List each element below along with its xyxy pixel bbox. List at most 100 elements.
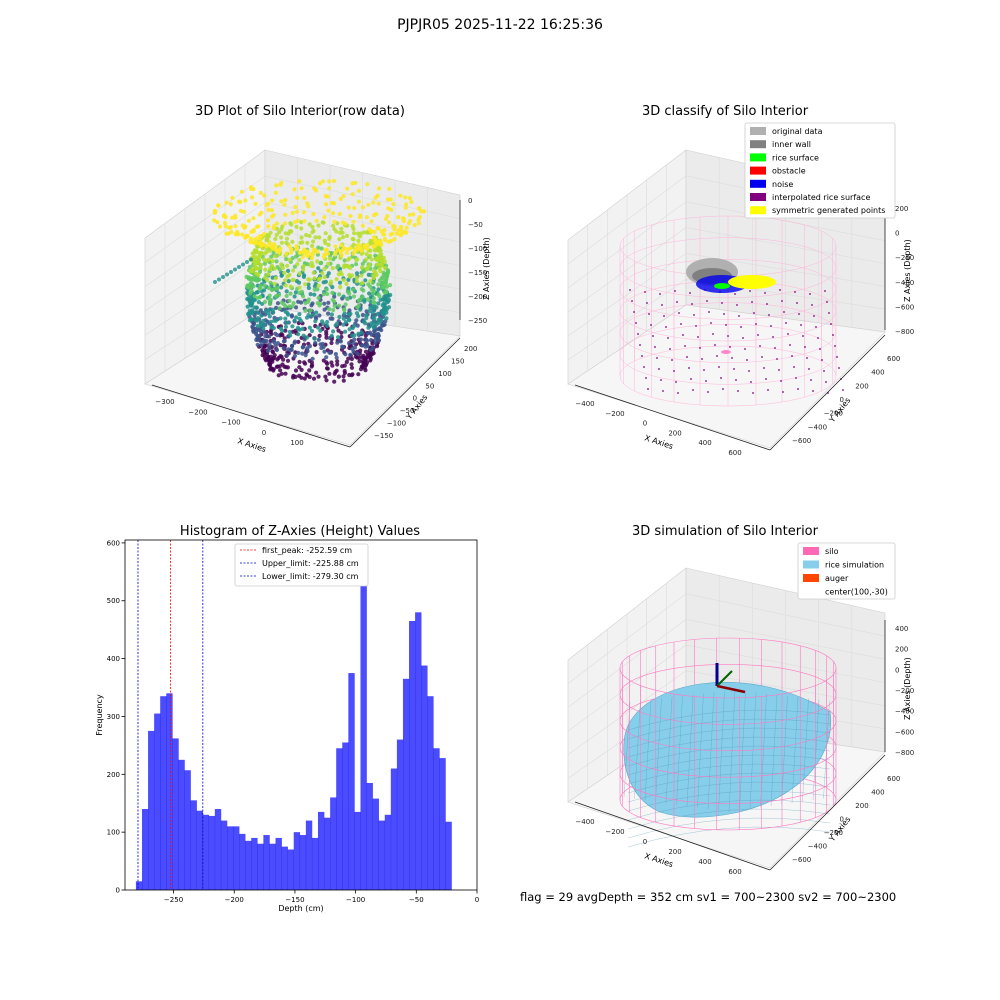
axis-tick-label: 200 <box>895 646 908 654</box>
axis-tick-label: 400 <box>895 625 908 633</box>
figure-title: PJPJR05 2025-11-22 16:25:36 <box>397 17 603 33</box>
legend-label: inner wall <box>772 140 811 149</box>
histogram-bar <box>196 810 203 890</box>
legend-swatch <box>803 560 819 569</box>
histogram-x-tick-label: −100 <box>346 896 365 904</box>
histogram-bar <box>311 837 319 890</box>
axis-tick-label: −400 <box>895 708 914 716</box>
legend-swatch <box>803 574 819 582</box>
histogram-x-tick-label: −50 <box>409 896 424 904</box>
axis-tick-label: 600 <box>887 775 900 783</box>
histogram-bar <box>317 811 325 890</box>
histogram-bar <box>135 881 143 890</box>
legend-label: interpolated rice surface <box>772 193 870 202</box>
legend-label: noise <box>772 180 793 189</box>
legend-label: silo <box>825 547 839 556</box>
axis-tick-label: 100 <box>438 370 451 378</box>
histogram-bar <box>178 759 185 890</box>
rice-surface <box>623 682 831 818</box>
axis-tick-label: 200 <box>668 429 681 437</box>
axis-tick-label: 50 <box>425 382 434 390</box>
axis-tick-label: −150 <box>468 269 487 277</box>
legend-swatch <box>750 127 766 135</box>
axis-tick-label: 600 <box>728 449 741 457</box>
legend-label: obstacle <box>772 167 806 176</box>
histogram-bar <box>372 798 379 890</box>
histogram-bar <box>366 782 373 890</box>
histogram-y-label: Frequency <box>95 694 104 736</box>
histogram-bar <box>354 811 361 890</box>
axis-tick-label: −600 <box>895 728 914 736</box>
histogram-bar <box>257 843 264 890</box>
axis-tick-label: 400 <box>698 439 711 447</box>
histogram-bar <box>293 832 301 890</box>
legend-swatch <box>803 547 819 555</box>
histogram-y-tick-label: 0 <box>116 887 120 895</box>
histogram-bar <box>245 840 252 890</box>
classify-y-axis <box>769 334 886 451</box>
axis-tick-label: −200 <box>188 408 207 416</box>
histogram-bar <box>281 846 288 890</box>
histogram-bar <box>421 665 428 890</box>
axis-tick-label: −100 <box>387 420 406 428</box>
legend-label: rice surface <box>772 153 819 162</box>
histogram-bar <box>305 820 313 890</box>
axis-tick-label: 400 <box>871 789 884 797</box>
histogram-bar <box>445 821 452 890</box>
histogram-bar <box>208 815 216 890</box>
axis-tick-label: −200 <box>895 254 914 262</box>
axis-tick-label: 150 <box>451 357 464 365</box>
histogram-x-tick-label: 0 <box>475 896 479 904</box>
classify-plot-title: 3D classify of Silo Interior <box>641 104 809 119</box>
axis-tick-label: 200 <box>464 345 477 353</box>
histogram-x-tick-label: −250 <box>164 896 183 904</box>
histogram-bar <box>348 673 355 890</box>
legend-label: symmetric generated points <box>772 206 885 215</box>
legend-label: center(100,-30) <box>825 588 888 597</box>
histogram-legend <box>234 543 369 587</box>
axis-tick-label: 0 <box>413 395 417 403</box>
legend-swatch <box>750 166 766 175</box>
axis-tick-label: 400 <box>871 369 884 377</box>
raw-plot-title: 3D Plot of Silo Interior(row data) <box>195 104 405 119</box>
axis-tick-label: −200 <box>468 293 487 301</box>
axis-tick-label: 0 <box>643 838 647 846</box>
axis-tick-label: 0 <box>895 666 899 674</box>
histogram-bar <box>287 849 295 890</box>
legend-label: original data <box>772 127 823 136</box>
histogram-bar <box>233 826 240 890</box>
histogram-bar <box>402 678 410 890</box>
simulation-z-axis-label: Z Axies (Depth) <box>903 657 912 720</box>
axis-tick-label: −600 <box>792 856 811 864</box>
histogram-bar <box>166 693 173 890</box>
histogram-bar <box>415 612 422 890</box>
histogram-bar <box>141 809 149 890</box>
auger-marker <box>715 663 746 694</box>
simulation-x-axis <box>574 801 771 871</box>
axis-tick-label: 200 <box>668 848 681 856</box>
legend-swatch <box>750 179 766 188</box>
histogram-bar <box>214 809 222 890</box>
axis-tick-label: −400 <box>895 279 914 287</box>
legend-swatch <box>750 153 766 162</box>
histogram-bar <box>360 555 367 890</box>
axis-tick-label: 0 <box>468 197 472 205</box>
histogram-legend-label: first_peak: -252.59 cm <box>262 546 352 555</box>
histogram-bar <box>324 817 331 890</box>
histogram-bar <box>184 770 191 890</box>
simulation-legend <box>797 542 896 600</box>
histogram-frame <box>124 539 478 891</box>
histogram-bar <box>190 800 197 890</box>
axis-tick-label: −50 <box>468 221 483 229</box>
axis-tick-label: −200 <box>895 687 914 695</box>
histogram-bar <box>220 820 228 890</box>
axis-tick-label: −400 <box>808 843 827 851</box>
histogram-bar <box>396 739 404 890</box>
axis-tick-label: −300 <box>155 398 174 406</box>
axis-tick-label: −400 <box>575 400 594 408</box>
histogram-bar <box>390 768 398 890</box>
axis-tick-label: 200 <box>895 205 908 213</box>
histogram-bar <box>239 833 246 890</box>
classify-z-axis-label: Z Axies (Depth) <box>903 239 912 302</box>
